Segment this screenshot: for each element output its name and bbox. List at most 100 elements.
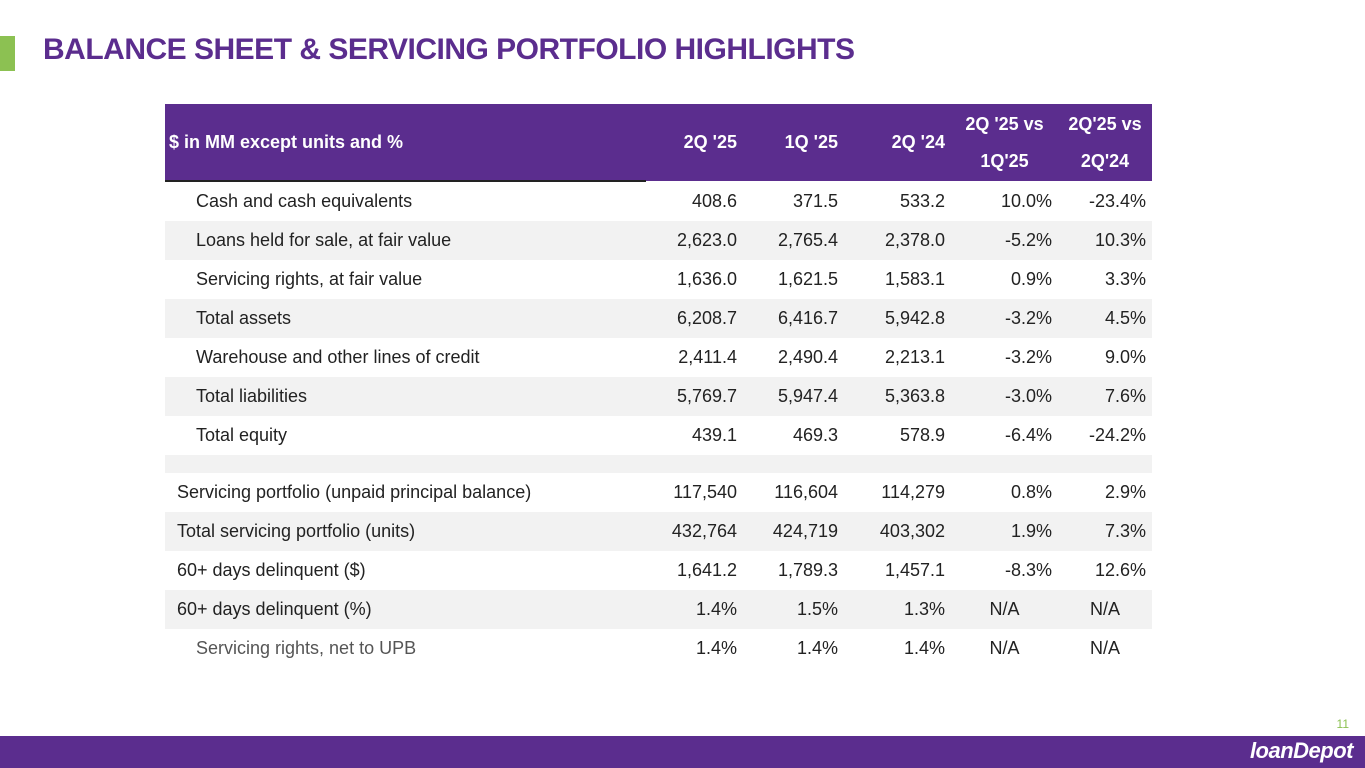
cell-yoy: 7.6% [1058, 377, 1152, 416]
cell-2q24: 403,302 [844, 512, 951, 551]
row-label: Servicing rights, net to UPB [196, 638, 417, 658]
cell-1q25: 1,621.5 [777, 269, 838, 289]
table-row: 60+ days delinquent (%) 1.4% 1.5% 1.3% N… [165, 590, 1152, 629]
row-label: 60+ days delinquent (%) [165, 590, 646, 629]
row-label: Servicing rights, at fair value [196, 269, 423, 289]
table-header-row: $ in MM except units and % 2Q '25 1Q '25… [165, 104, 1152, 182]
cell-2q24: 578.9 [899, 425, 945, 445]
cell-2q24: 5,942.8 [844, 299, 951, 338]
cell-2q25: 1.4% [695, 638, 737, 658]
cell-2q24: 2,213.1 [884, 347, 945, 367]
cell-1q25: 424,719 [743, 512, 844, 551]
table-row: Servicing rights, net to UPB 1.4% 1.4% 1… [165, 629, 1152, 668]
table-row: Cash and cash equivalents 408.6 371.5 53… [165, 181, 1152, 221]
header-2q24: 2Q '24 [844, 104, 951, 181]
cell-yoy: 10.3% [1058, 221, 1152, 260]
cell-qoq: 1.9% [951, 512, 1058, 551]
cell-2q25: 1.4% [646, 590, 743, 629]
cell-yoy: 7.3% [1058, 512, 1152, 551]
cell-1q25: 2,765.4 [743, 221, 844, 260]
cell-2q25: 117,540 [673, 482, 737, 502]
row-label: Total equity [196, 425, 288, 445]
table-row: Total assets 6,208.7 6,416.7 5,942.8 -3.… [165, 299, 1152, 338]
cell-2q24: 1.4% [903, 638, 945, 658]
table-row: Total equity 439.1 469.3 578.9 -6.4% -24… [165, 416, 1152, 455]
footer-bar: loanDepot [0, 736, 1365, 768]
cell-1q25: 116,604 [774, 482, 838, 502]
cell-yoy: 9.0% [1104, 347, 1146, 367]
cell-qoq: N/A [989, 638, 1020, 658]
cell-qoq: -3.2% [1004, 347, 1052, 367]
cell-qoq: 0.8% [1010, 482, 1052, 502]
row-label: Loans held for sale, at fair value [165, 221, 646, 260]
cell-1q25: 1,789.3 [777, 560, 838, 580]
header-label: $ in MM except units and % [165, 104, 646, 182]
cell-2q24: 1,457.1 [884, 560, 945, 580]
row-label: Cash and cash equivalents [196, 191, 413, 211]
title-accent-bar [0, 36, 15, 71]
cell-2q24: 1,583.1 [884, 269, 945, 289]
cell-qoq: 10.0% [1000, 190, 1052, 211]
row-label: Servicing portfolio (unpaid principal ba… [177, 482, 532, 502]
row-label: Warehouse and other lines of credit [196, 347, 480, 367]
cell-1q25: 6,416.7 [743, 299, 844, 338]
cell-yoy: -24.2% [1088, 425, 1146, 445]
cell-2q24: 114,279 [881, 482, 945, 502]
cell-1q25: 2,490.4 [777, 347, 838, 367]
cell-2q25: 6,208.7 [646, 299, 743, 338]
cell-1q25: 371.5 [792, 190, 838, 211]
spacer-cell [165, 455, 1152, 473]
cell-2q25: 408.6 [691, 190, 737, 211]
table-row: Total servicing portfolio (units) 432,76… [165, 512, 1152, 551]
header-yoy-line1: 2Q'25 vs [1068, 113, 1142, 134]
cell-yoy: N/A [1089, 638, 1120, 658]
cell-1q25: 469.3 [792, 425, 838, 445]
table-spacer-row [165, 455, 1152, 473]
row-label: Total assets [165, 299, 646, 338]
cell-1q25: 5,947.4 [743, 377, 844, 416]
table-row: Loans held for sale, at fair value 2,623… [165, 221, 1152, 260]
cell-qoq: N/A [951, 590, 1058, 629]
row-label: 60+ days delinquent ($) [177, 560, 366, 580]
page-number: 11 [1336, 717, 1349, 731]
header-qoq: 2Q '25 vs 1Q'25 [951, 104, 1058, 181]
header-qoq-line1: 2Q '25 vs [965, 113, 1044, 134]
cell-2q24: 533.2 [899, 190, 945, 211]
header-qoq-line2: 1Q'25 [980, 150, 1029, 171]
cell-qoq: -3.0% [951, 377, 1058, 416]
cell-yoy: -23.4% [1088, 190, 1146, 211]
cell-qoq: 0.9% [1010, 269, 1052, 289]
header-yoy: 2Q'25 vs 2Q'24 [1058, 104, 1152, 181]
cell-2q24: 2,378.0 [844, 221, 951, 260]
header-1q25: 1Q '25 [743, 104, 844, 181]
row-label: Total liabilities [165, 377, 646, 416]
header-yoy-line2: 2Q'24 [1080, 150, 1130, 171]
table-row: 60+ days delinquent ($) 1,641.2 1,789.3 … [165, 551, 1152, 590]
table-row: Total liabilities 5,769.7 5,947.4 5,363.… [165, 377, 1152, 416]
cell-qoq: -8.3% [1004, 560, 1052, 580]
table-row: Servicing rights, at fair value 1,636.0 … [165, 260, 1152, 299]
cell-2q25: 5,769.7 [646, 377, 743, 416]
page-title: BALANCE SHEET & SERVICING PORTFOLIO HIGH… [43, 33, 855, 66]
cell-2q25: 1,641.2 [676, 560, 737, 580]
cell-yoy: 12.6% [1094, 560, 1146, 580]
cell-yoy: 4.5% [1058, 299, 1152, 338]
loandepot-logo: loanDepot [1249, 738, 1354, 763]
table-row: Warehouse and other lines of credit 2,41… [165, 338, 1152, 377]
cell-yoy: 3.3% [1104, 269, 1146, 289]
cell-2q25: 439.1 [691, 425, 737, 445]
cell-2q25: 432,764 [646, 512, 743, 551]
cell-qoq: -5.2% [951, 221, 1058, 260]
balance-sheet-table: $ in MM except units and % 2Q '25 1Q '25… [165, 104, 1152, 668]
cell-qoq: -3.2% [951, 299, 1058, 338]
cell-2q25: 2,411.4 [678, 347, 737, 367]
cell-2q25: 1,636.0 [676, 269, 737, 289]
cell-1q25: 1.4% [796, 638, 838, 658]
cell-qoq: -6.4% [1004, 425, 1052, 445]
cell-1q25: 1.5% [743, 590, 844, 629]
cell-2q25: 2,623.0 [646, 221, 743, 260]
cell-2q24: 5,363.8 [844, 377, 951, 416]
row-label: Total servicing portfolio (units) [165, 512, 646, 551]
cell-yoy: 2.9% [1104, 482, 1146, 502]
